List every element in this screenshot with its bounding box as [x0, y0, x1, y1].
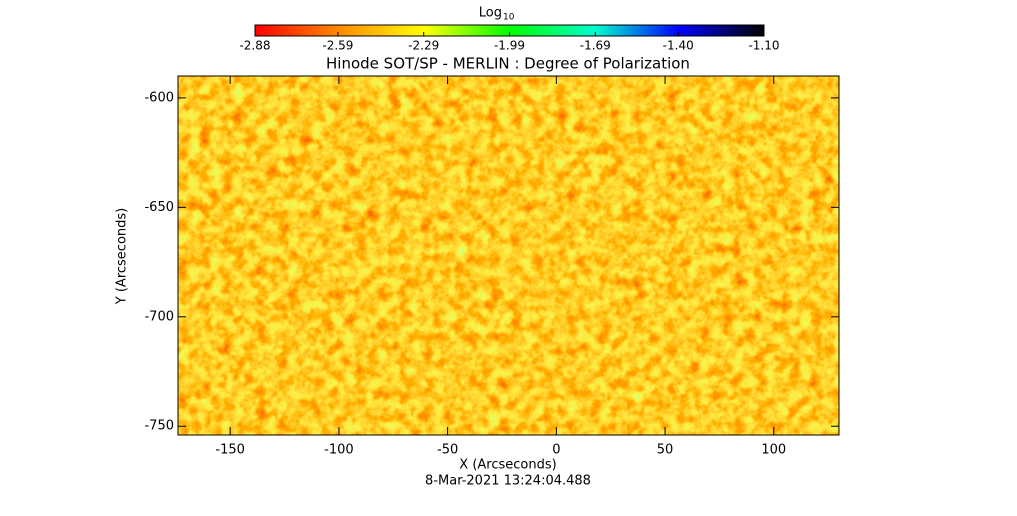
y-axis-label: Y (Arcseconds): [115, 208, 130, 305]
y-tick-label: -700: [144, 309, 174, 324]
axes: [178, 32, 839, 435]
plot-frame: [177, 75, 840, 436]
colorbar-label: Log: [479, 6, 502, 21]
colorbar-tick-label: -1.40: [663, 39, 694, 53]
x-tick-label: -100: [324, 443, 354, 458]
footer: 8-Mar-2021 13:24:04.488: [425, 474, 591, 489]
colorbar-tick-label: -2.59: [322, 39, 353, 53]
colorbar-tick-label: -1.10: [748, 39, 779, 53]
colorbar-tick-label: -1.69: [580, 39, 611, 53]
x-tick-label: -50: [437, 443, 458, 458]
x-tick-label: 0: [552, 443, 560, 458]
colorbar-tick-label: -2.29: [408, 39, 439, 53]
x-tick-label: 100: [761, 443, 786, 458]
x-axis-label: X (Arcseconds): [459, 458, 556, 473]
colorbar-tick-label: -2.88: [239, 39, 270, 53]
y-tick-label: -650: [144, 200, 174, 215]
colorbar-label-sub: 10: [503, 13, 515, 23]
x-tick-label: 50: [657, 443, 674, 458]
y-tick-label: -750: [144, 419, 174, 434]
polarization-image: [178, 76, 839, 435]
colorbar-tick-label: -1.99: [494, 39, 525, 53]
x-tick-label: -150: [215, 443, 245, 458]
chart-title: Hinode SOT/SP - MERLIN : Degree of Polar…: [326, 55, 690, 73]
y-tick-label: -600: [144, 90, 174, 105]
